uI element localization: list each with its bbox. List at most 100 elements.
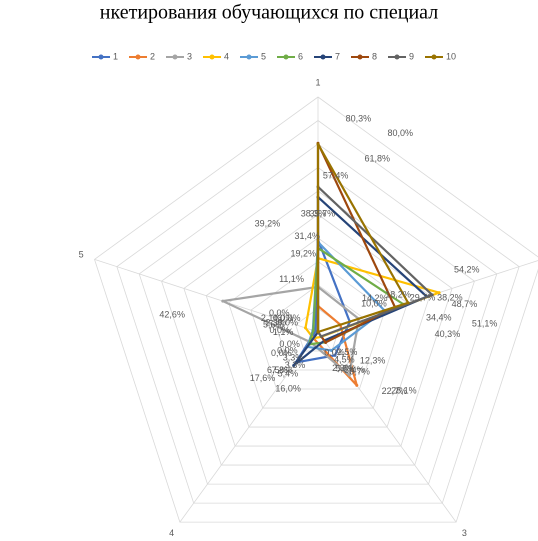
- data-label: 2,5%: [337, 347, 358, 357]
- data-label: 6,5%: [267, 365, 288, 375]
- data-label: 38,3%: [301, 208, 327, 218]
- axis-label: 3: [462, 528, 467, 538]
- legend-label: 10: [446, 51, 456, 61]
- legend-label: 5: [261, 51, 266, 61]
- axis-spoke: [94, 259, 319, 333]
- data-label: 5,6%: [263, 319, 284, 329]
- data-point: [437, 291, 441, 295]
- grid-ring: [272, 284, 364, 371]
- data-label: 0,0%: [273, 313, 294, 323]
- data-label: 38,2%: [437, 293, 463, 303]
- data-label: 22,7%: [382, 386, 408, 396]
- data-label: 0,0%: [280, 313, 301, 323]
- grid-ring: [116, 120, 520, 504]
- legend-label: 7: [335, 51, 340, 61]
- data-point: [333, 353, 337, 357]
- data-label: 0,0%: [269, 308, 290, 318]
- axis-label: 4: [169, 528, 174, 538]
- data-label: 12,3%: [360, 355, 386, 365]
- data-point: [355, 383, 359, 387]
- series-line: [221, 285, 360, 377]
- legend-label: 1: [113, 51, 118, 61]
- data-label: 5,5%: [335, 363, 356, 373]
- data-label: 2,3%: [265, 317, 286, 327]
- grid-ring: [138, 143, 498, 485]
- data-label: 5,4%: [344, 365, 365, 375]
- data-label: 0,0%: [324, 347, 345, 357]
- legend-label: 8: [372, 51, 377, 61]
- data-label: 29,7%: [410, 293, 436, 303]
- legend-label: 4: [224, 51, 229, 61]
- data-label: 3,3%: [283, 352, 304, 362]
- data-label: 51,1%: [472, 318, 498, 328]
- grid-ring: [250, 261, 386, 390]
- data-point: [292, 363, 296, 367]
- data-label: 2,3%: [332, 363, 353, 373]
- data-label: 9,7%: [349, 366, 370, 376]
- chart-title: нкетирования обучающихся по специал: [100, 2, 438, 24]
- data-label: 5,4%: [278, 369, 299, 379]
- data-point: [324, 340, 328, 344]
- data-point: [329, 348, 333, 352]
- data-label: 0,0%: [279, 339, 300, 349]
- data-label: 14,2%: [362, 293, 388, 303]
- data-label: 16,0%: [275, 383, 301, 393]
- data-label: 11,1%: [279, 274, 304, 284]
- data-label: 80,3%: [346, 113, 372, 123]
- legend-label: 2: [150, 51, 155, 61]
- grid-ring: [161, 167, 475, 466]
- data-label: 0,0%: [271, 348, 292, 358]
- legend-label: 9: [409, 51, 414, 61]
- legend-marker: [394, 54, 400, 60]
- grid-ring: [94, 96, 538, 523]
- data-point: [430, 293, 434, 297]
- data-label: 0,0%: [277, 346, 298, 356]
- data-label: 39,2%: [255, 219, 281, 229]
- legend-marker: [357, 54, 363, 60]
- legend-marker: [283, 54, 289, 60]
- data-label: 80,0%: [388, 128, 414, 138]
- legend-marker: [172, 54, 178, 60]
- data-label: 2,1%: [261, 313, 282, 323]
- data-label: 10,0%: [361, 298, 387, 308]
- grid-ring: [228, 237, 408, 409]
- legend-marker: [320, 54, 326, 60]
- data-label: 19,2%: [290, 249, 316, 259]
- data-label: 7,8%: [272, 365, 293, 375]
- data-point: [221, 299, 225, 303]
- data-label: 54,2%: [454, 265, 480, 275]
- data-label: 0,0%: [277, 317, 298, 327]
- data-label: 1,1%: [273, 327, 294, 337]
- data-label: 28,1%: [391, 386, 417, 396]
- data-label: 48,7%: [452, 299, 478, 309]
- axis-label: 1: [315, 77, 320, 87]
- data-point: [347, 373, 351, 377]
- data-label: 40,3%: [435, 329, 461, 339]
- data-label: 17,6%: [250, 373, 276, 383]
- data-point: [311, 328, 315, 332]
- data-label: 57,4%: [323, 170, 349, 180]
- legend-marker: [98, 54, 104, 60]
- data-point: [406, 301, 410, 305]
- grid-ring: [183, 190, 453, 447]
- data-point: [316, 142, 320, 146]
- data-label: 34,4%: [426, 313, 452, 323]
- data-label: 3,3%: [285, 360, 306, 370]
- series-line: [304, 257, 441, 340]
- legend-marker: [135, 54, 141, 60]
- legend-marker: [209, 54, 215, 60]
- data-label: 4,5%: [334, 355, 355, 365]
- data-point: [316, 330, 320, 334]
- series-line: [316, 142, 410, 334]
- data-label: 0,0%: [270, 325, 291, 335]
- data-label: 31,4%: [294, 231, 320, 241]
- data-point: [319, 334, 323, 338]
- legend-marker: [431, 54, 437, 60]
- data-label: 35,7%: [310, 209, 336, 219]
- axis-label: 5: [79, 249, 84, 259]
- data-label: 42,6%: [159, 309, 185, 319]
- legend-label: 6: [298, 51, 303, 61]
- axis-spoke: [317, 331, 457, 523]
- data-label: 18,2%: [385, 289, 411, 299]
